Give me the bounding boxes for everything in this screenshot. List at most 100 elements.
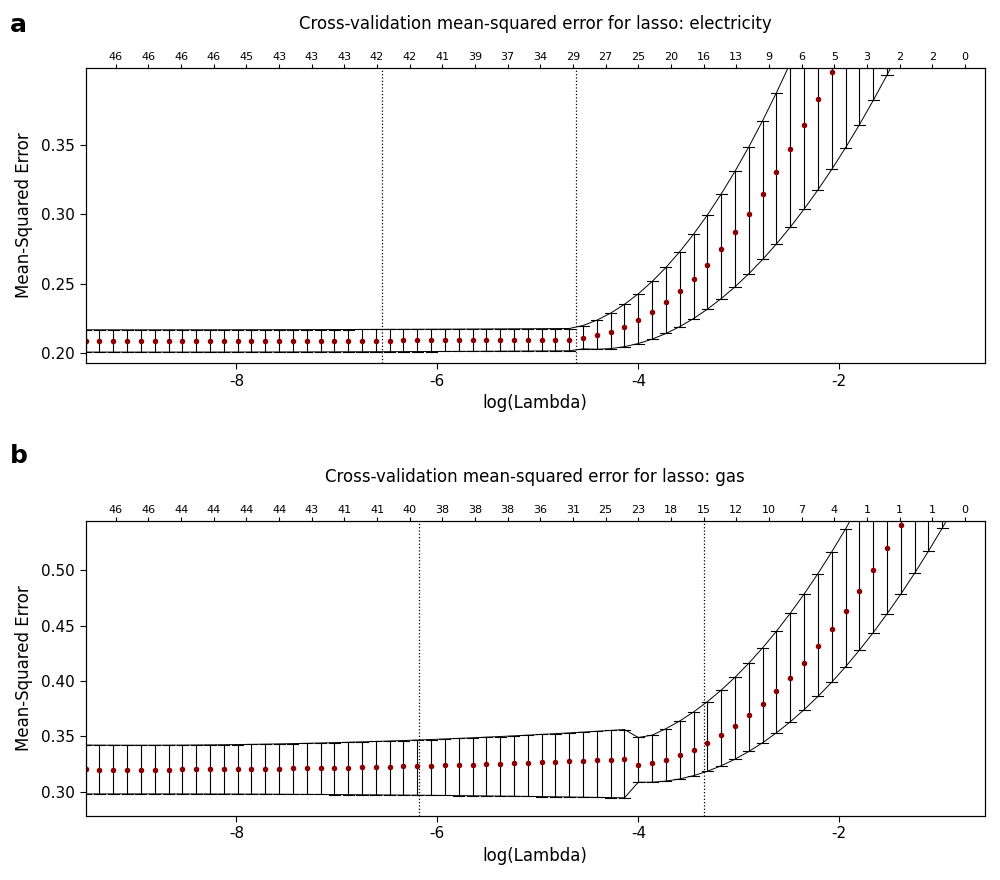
Point xyxy=(616,319,632,334)
Point xyxy=(824,65,840,79)
Point xyxy=(948,414,964,428)
X-axis label: log(Lambda): log(Lambda) xyxy=(483,847,588,865)
Point xyxy=(699,736,715,750)
Point xyxy=(368,334,384,348)
Point xyxy=(810,92,826,106)
Point xyxy=(409,334,425,348)
Point xyxy=(119,763,135,777)
Point xyxy=(326,334,342,348)
Point xyxy=(285,334,301,348)
Point xyxy=(630,758,646,772)
Point xyxy=(755,187,771,201)
Point xyxy=(589,753,605,767)
Point xyxy=(838,604,854,618)
Point xyxy=(492,333,508,347)
Point xyxy=(520,756,536,770)
Point xyxy=(133,763,149,777)
Point xyxy=(534,755,550,769)
Point xyxy=(630,313,646,327)
Point xyxy=(520,333,536,347)
Point xyxy=(202,762,218,776)
Point xyxy=(810,640,826,654)
Point xyxy=(409,759,425,774)
Point xyxy=(727,225,743,239)
Title: Cross-validation mean-squared error for lasso: electricity: Cross-validation mean-squared error for … xyxy=(299,15,772,33)
Point xyxy=(782,671,798,685)
Point xyxy=(230,334,246,348)
Point xyxy=(161,762,177,776)
Point xyxy=(561,333,577,347)
Point xyxy=(91,334,107,348)
Point xyxy=(299,334,315,348)
Point xyxy=(920,468,936,482)
Point xyxy=(644,756,660,770)
Y-axis label: Mean-Squared Error: Mean-Squared Error xyxy=(15,133,33,298)
Point xyxy=(243,334,259,348)
Point xyxy=(492,757,508,771)
Point xyxy=(78,334,94,348)
Point xyxy=(354,334,370,348)
Point xyxy=(575,754,591,768)
Point xyxy=(271,761,287,775)
Point xyxy=(824,622,840,636)
Point xyxy=(382,759,398,774)
Point xyxy=(105,762,121,776)
Point xyxy=(119,334,135,348)
Point xyxy=(547,333,563,347)
Point xyxy=(893,517,909,532)
X-axis label: log(Lambda): log(Lambda) xyxy=(483,394,588,412)
Point xyxy=(478,757,494,771)
Point xyxy=(796,118,812,132)
Y-axis label: Mean-Squared Error: Mean-Squared Error xyxy=(15,585,33,752)
Point xyxy=(465,758,481,772)
Point xyxy=(423,334,439,348)
Point xyxy=(865,563,881,577)
Point xyxy=(741,207,757,221)
Point xyxy=(147,334,163,348)
Point xyxy=(796,656,812,670)
Point xyxy=(133,334,149,348)
Point xyxy=(271,334,287,348)
Point xyxy=(672,284,688,298)
Point xyxy=(534,333,550,347)
Point xyxy=(575,331,591,345)
Point xyxy=(202,334,218,348)
Point xyxy=(368,760,384,774)
Point xyxy=(768,685,784,699)
Point xyxy=(230,762,246,776)
Point xyxy=(934,441,950,455)
Point xyxy=(174,334,190,348)
Point xyxy=(437,334,453,348)
Point xyxy=(962,385,978,399)
Point xyxy=(589,328,605,342)
Point xyxy=(188,334,204,348)
Point xyxy=(161,334,177,348)
Point xyxy=(437,759,453,773)
Point xyxy=(174,762,190,776)
Point xyxy=(699,258,715,272)
Point xyxy=(658,295,674,309)
Point xyxy=(658,752,674,766)
Point xyxy=(603,325,619,339)
Point xyxy=(686,272,702,286)
Point xyxy=(727,719,743,733)
Point xyxy=(672,748,688,762)
Point xyxy=(506,333,522,347)
Point xyxy=(851,583,867,598)
Point xyxy=(547,755,563,769)
Point xyxy=(838,36,854,50)
Point xyxy=(91,762,107,776)
Point xyxy=(851,6,867,20)
Point xyxy=(340,760,356,774)
Point xyxy=(451,334,467,348)
Point xyxy=(465,334,481,348)
Point xyxy=(713,242,729,256)
Point xyxy=(423,759,439,773)
Point xyxy=(257,334,273,348)
Point xyxy=(147,762,163,776)
Point xyxy=(506,756,522,770)
Point xyxy=(382,334,398,348)
Point xyxy=(755,697,771,711)
Point xyxy=(188,762,204,776)
Point xyxy=(243,762,259,776)
